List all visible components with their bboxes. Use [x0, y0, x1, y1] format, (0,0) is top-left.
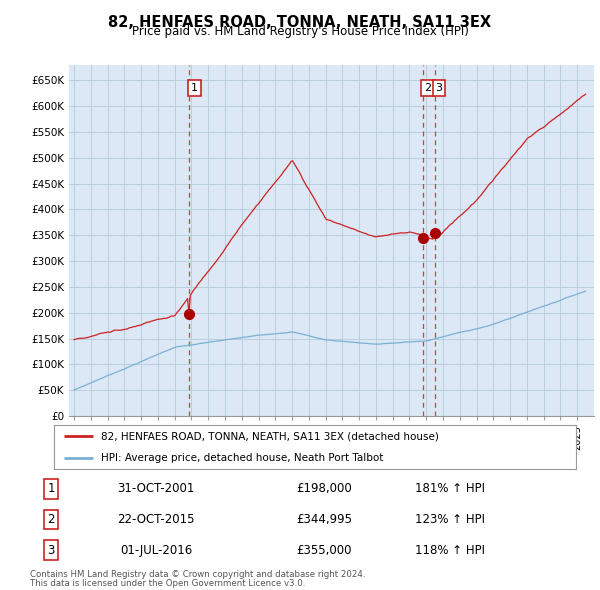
Text: 01-JUL-2016: 01-JUL-2016 — [120, 544, 192, 557]
Text: Price paid vs. HM Land Registry's House Price Index (HPI): Price paid vs. HM Land Registry's House … — [131, 25, 469, 38]
Text: HPI: Average price, detached house, Neath Port Talbot: HPI: Average price, detached house, Neat… — [101, 453, 383, 463]
Text: 82, HENFAES ROAD, TONNA, NEATH, SA11 3EX: 82, HENFAES ROAD, TONNA, NEATH, SA11 3EX — [109, 15, 491, 30]
Text: 31-OCT-2001: 31-OCT-2001 — [118, 483, 194, 496]
Text: £198,000: £198,000 — [296, 483, 352, 496]
Text: 123% ↑ HPI: 123% ↑ HPI — [415, 513, 485, 526]
Text: 181% ↑ HPI: 181% ↑ HPI — [415, 483, 485, 496]
Text: 22-OCT-2015: 22-OCT-2015 — [117, 513, 195, 526]
Text: This data is licensed under the Open Government Licence v3.0.: This data is licensed under the Open Gov… — [30, 579, 305, 588]
Text: 118% ↑ HPI: 118% ↑ HPI — [415, 544, 485, 557]
Text: £355,000: £355,000 — [296, 544, 352, 557]
Text: 1: 1 — [191, 83, 198, 93]
Text: 2: 2 — [47, 513, 55, 526]
Text: 3: 3 — [436, 83, 442, 93]
Text: 2: 2 — [424, 83, 431, 93]
Text: Contains HM Land Registry data © Crown copyright and database right 2024.: Contains HM Land Registry data © Crown c… — [30, 570, 365, 579]
Text: 82, HENFAES ROAD, TONNA, NEATH, SA11 3EX (detached house): 82, HENFAES ROAD, TONNA, NEATH, SA11 3EX… — [101, 431, 439, 441]
Text: 3: 3 — [47, 544, 55, 557]
Text: 1: 1 — [47, 483, 55, 496]
Text: £344,995: £344,995 — [296, 513, 352, 526]
